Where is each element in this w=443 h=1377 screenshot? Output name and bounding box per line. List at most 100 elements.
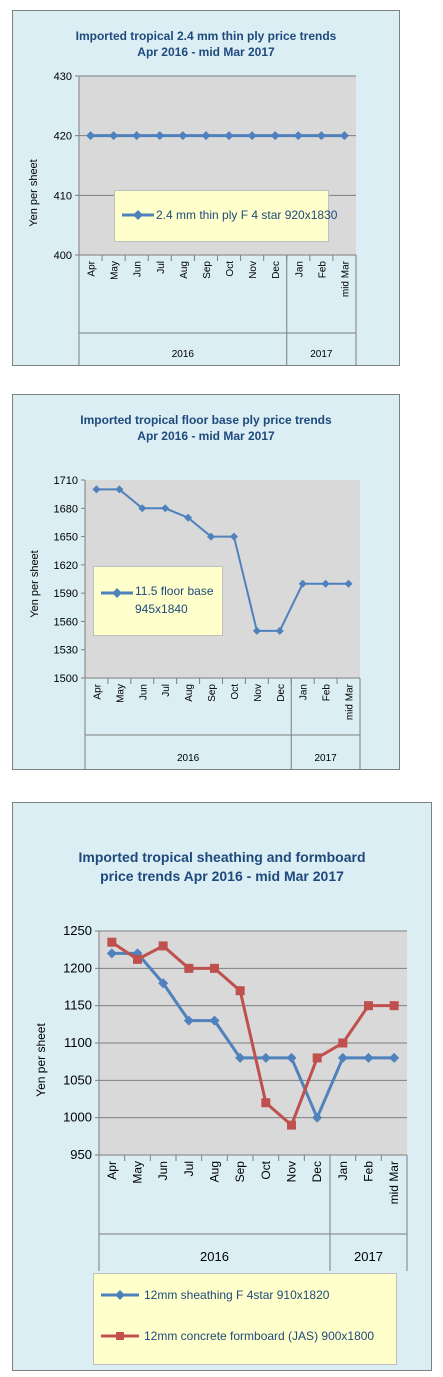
x-tick-label: Jan [336,1161,350,1180]
data-point [389,1001,399,1011]
data-point [132,948,143,959]
data-point [210,963,219,973]
year-label: 2016 [177,753,200,764]
x-tick-label: Nov [248,261,259,279]
chart-title-line1: Imported tropical floor base ply price t… [80,413,332,427]
x-tick-label: Jul [182,1161,196,1176]
x-tick-label: Feb [317,261,328,279]
x-tick-label: Jan [299,684,310,700]
data-point [293,131,303,141]
data-point [229,532,238,541]
chart-panel-thin-ply: Imported tropical 2.4 mm thin ply price … [12,10,400,366]
data-point [270,131,280,141]
y-tick-label: 400 [54,250,72,262]
x-tick-label: Jul [161,684,172,697]
data-point [260,1052,271,1063]
data-point [184,513,193,522]
data-point [155,131,165,141]
data-point [158,941,168,951]
data-point [363,1052,374,1063]
legend-label: 12mm sheathing F 4star 910x1820 [144,1288,330,1302]
chart-title-line1: Imported tropical 2.4 mm thin ply price … [75,29,337,43]
x-tick-label: Jun [138,684,149,700]
x-tick-label: Feb [322,684,333,702]
x-tick-label: Sep [202,261,213,279]
data-point [133,954,142,964]
data-point [316,131,326,141]
x-tick-label: Apr [87,260,98,276]
x-tick-label: mid Mar [387,1161,401,1204]
data-point [86,131,96,141]
data-point [132,131,142,141]
chart-title: Imported tropical sheathing and formboar… [13,849,431,884]
data-point [252,626,261,635]
data-point [286,1052,297,1063]
data-point [321,579,330,588]
legend-label-line2: 945x1840 [135,602,188,616]
x-tick-label: mid Mar [345,683,356,720]
data-point [183,1015,194,1026]
x-tick-label: Jan [294,261,305,277]
y-tick-label: 1200 [63,960,92,975]
year-label: 2017 [310,349,333,360]
x-tick-label: Aug [179,261,190,279]
chart-title-line1: Imported tropical sheathing and formboar… [78,849,366,865]
y-tick-label: 1650 [54,532,78,544]
y-tick-label: 1100 [64,1035,92,1050]
chart-svg-thin-ply: 400 410 420 430 2016 2017 Apr May Jun Jul Aug Sep Oc… [54,71,357,365]
chart-title-line2: price trends Apr 2016 - mid Mar 2017 [100,868,344,884]
x-tick-label: mid Mar [340,260,351,297]
x-tick-label: Apr [105,1161,119,1180]
y-tick-label: 1710 [54,475,78,487]
x-tick-label: Dec [271,261,282,279]
chart-title-line2: Apr 2016 - mid Mar 2017 [137,45,275,59]
x-tick-label: Nov [285,1161,299,1182]
x-tick-label: Oct [259,1160,273,1179]
x-tick-label: Jul [156,261,167,274]
data-point [109,131,119,141]
x-tick-label: Apr [92,683,103,699]
x-tick-label: Feb [362,1161,376,1182]
y-tick-label: 1680 [54,503,78,515]
year-label: 2017 [315,753,338,764]
x-tick-label: Dec [276,684,287,702]
y-tick-label: 1150 [64,998,92,1013]
x-tick-label: Jun [156,1161,170,1180]
x-tick-label: Oct [225,261,236,277]
data-point [338,1038,348,1048]
data-point [115,485,124,494]
legend-label: 2.4 mm thin ply F 4 star 920x1830 [156,208,338,222]
data-point [235,1052,246,1063]
chart-panel-sheathing: Imported tropical sheathing and formboar… [12,802,432,1371]
x-tick-label: Aug [208,1161,222,1182]
year-label: 2016 [200,1249,229,1264]
x-tick-label: Sep [207,684,218,702]
chart-title: Imported tropical 2.4 mm thin ply price … [13,29,399,59]
data-point [161,504,170,513]
year-label: 2016 [172,349,195,360]
x-tick-label: Jun [133,261,144,277]
legend-label: 12mm concrete formboard (JAS) 900x1800 [144,1329,375,1343]
y-tick-label: 1620 [54,560,78,572]
chart-svg-sheathing: 950 1000 1050 1100 1150 1200 1250 2016 2017 Apr Ma… [63,923,408,1271]
y-tick-label: 1590 [54,588,78,600]
data-point [312,1053,322,1063]
x-tick-label: Oct [230,684,241,700]
data-point [201,131,211,141]
chart-legend: 12mm sheathing F 4star 910x1820 12mm con… [93,1273,397,1365]
data-point [344,579,353,588]
x-tick-label: Dec [310,1161,324,1182]
x-tick-label: Sep [233,1161,247,1183]
x-tick-label: May [110,261,121,280]
data-point [364,1001,373,1011]
data-point [178,131,188,141]
data-point [337,1052,348,1063]
data-point [209,1015,220,1026]
data-point [106,948,117,959]
data-point [107,937,117,947]
x-tick-label: May [115,684,126,703]
y-tick-label: 1250 [63,923,92,938]
data-point [287,1120,296,1130]
data-point [261,1098,271,1108]
x-tick-label: May [131,1161,145,1184]
